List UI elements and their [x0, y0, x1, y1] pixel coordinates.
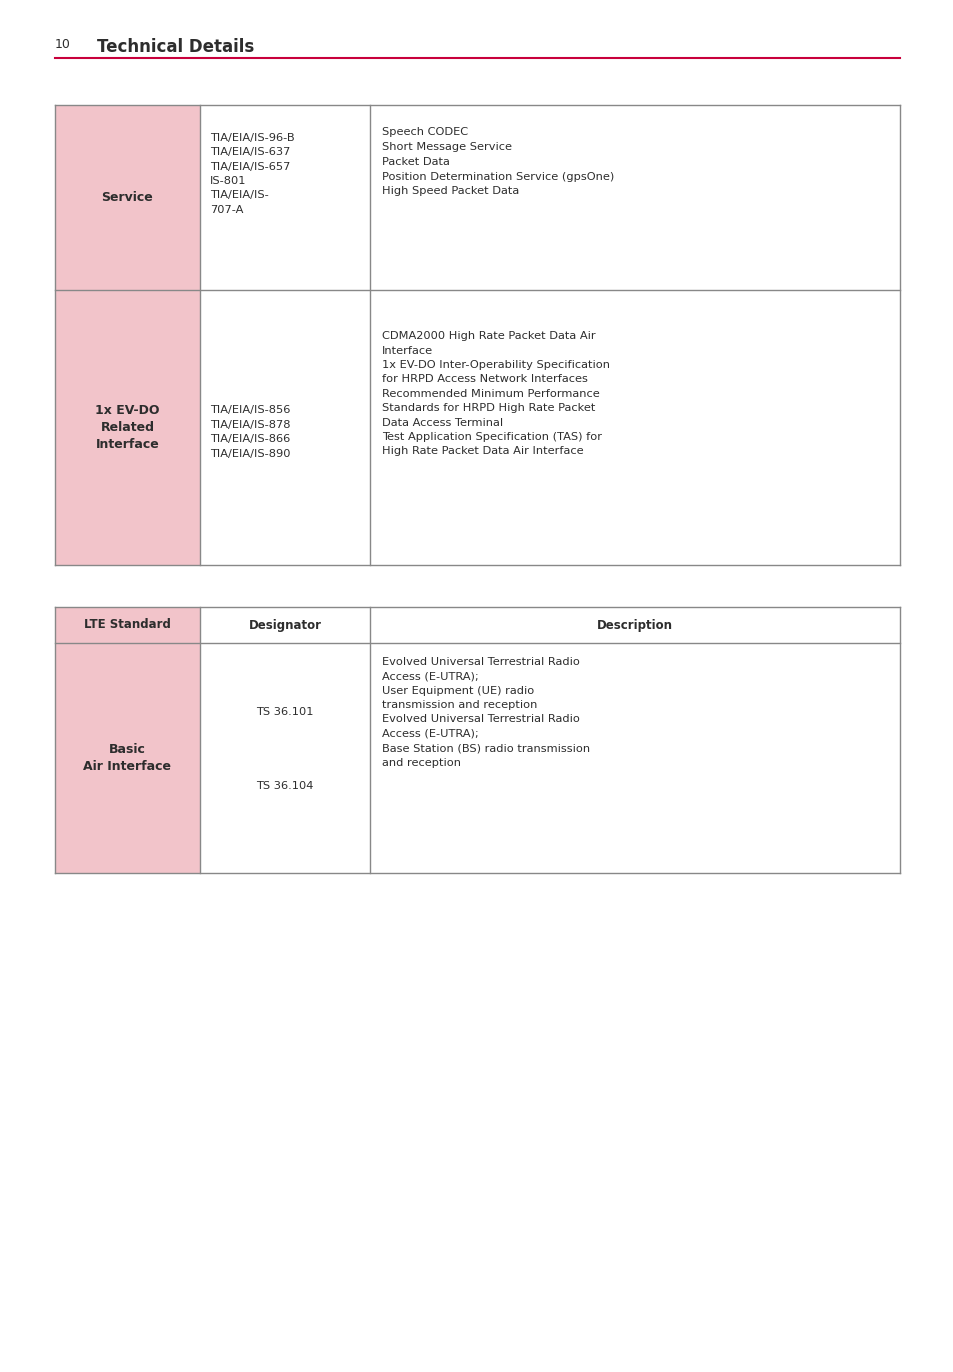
- Bar: [55, 106, 200, 289]
- Bar: [370, 106, 899, 289]
- Text: Designator: Designator: [248, 619, 321, 631]
- Bar: [200, 606, 370, 643]
- Text: Evolved Universal Terrestrial Radio
Access (E-UTRA);
User Equipment (UE) radio
t: Evolved Universal Terrestrial Radio Acce…: [381, 657, 590, 767]
- Bar: [200, 106, 370, 289]
- Text: Description: Description: [597, 619, 672, 631]
- Text: 1x EV-DO
Related
Interface: 1x EV-DO Related Interface: [95, 403, 159, 451]
- Bar: [55, 643, 200, 873]
- Text: 10: 10: [55, 38, 71, 51]
- Text: Service: Service: [102, 191, 153, 204]
- Bar: [200, 643, 370, 873]
- Text: Basic
Air Interface: Basic Air Interface: [84, 744, 172, 772]
- Bar: [370, 606, 899, 643]
- Bar: [370, 643, 899, 873]
- Text: Technical Details: Technical Details: [97, 38, 254, 56]
- Text: TIA/EIA/IS-856
TIA/EIA/IS-878
TIA/EIA/IS-866
TIA/EIA/IS-890: TIA/EIA/IS-856 TIA/EIA/IS-878 TIA/EIA/IS…: [210, 406, 291, 458]
- Text: TS 36.101: TS 36.101: [256, 707, 314, 718]
- Text: TIA/EIA/IS-96-B
TIA/EIA/IS-637
TIA/EIA/IS-657
IS-801
TIA/EIA/IS-
707-A: TIA/EIA/IS-96-B TIA/EIA/IS-637 TIA/EIA/I…: [210, 133, 294, 215]
- Text: LTE Standard: LTE Standard: [84, 619, 171, 631]
- Text: Speech CODEC
Short Message Service
Packet Data
Position Determination Service (g: Speech CODEC Short Message Service Packe…: [381, 128, 614, 196]
- Text: TS 36.104: TS 36.104: [256, 781, 314, 790]
- Bar: [55, 606, 200, 643]
- Bar: [55, 289, 200, 565]
- Bar: [200, 289, 370, 565]
- Text: CDMA2000 High Rate Packet Data Air
Interface
1x EV-DO Inter-Operability Specific: CDMA2000 High Rate Packet Data Air Inter…: [381, 331, 609, 457]
- Bar: [370, 289, 899, 565]
